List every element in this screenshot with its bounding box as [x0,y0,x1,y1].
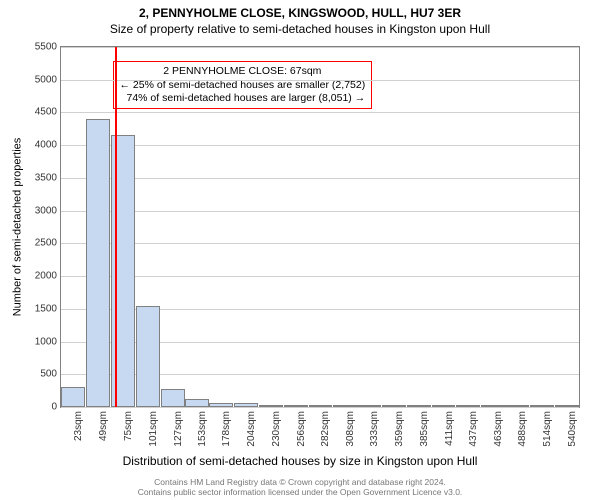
xtick-label: 411sqm [444,411,455,446]
histogram-bar [209,403,233,407]
ytick-label: 1000 [35,336,61,347]
annotation-box: 2 PENNYHOLME CLOSE: 67sqm ← 25% of semi-… [113,61,373,108]
ytick-label: 3000 [35,205,61,216]
xtick-label: 178sqm [221,411,232,447]
gridline [61,407,579,408]
xtick-label: 437sqm [468,411,479,447]
xtick-label: 282sqm [320,411,331,447]
xtick-label: 153sqm [197,411,208,447]
gridline [61,243,579,244]
histogram-bar [481,405,505,407]
chart-container: 2, PENNYHOLME CLOSE, KINGSWOOD, HULL, HU… [0,0,600,500]
xtick-label: 463sqm [493,411,504,447]
gridline [61,276,579,277]
gridline [61,47,579,48]
histogram-bar [505,405,529,407]
annotation-line-3: 74% of semi-detached houses are larger (… [120,92,366,105]
x-axis-label: Distribution of semi-detached houses by … [0,454,600,468]
y-axis-label: Number of semi-detached properties [10,46,24,408]
footer-line-2: Contains public sector information licen… [0,488,600,498]
gridline [61,112,579,113]
xtick-label: 333sqm [369,411,380,447]
xtick-label: 23sqm [73,411,84,441]
ytick-label: 1500 [35,303,61,314]
xtick-label: 256sqm [296,411,307,447]
xtick-label: 540sqm [567,411,578,447]
ytick-label: 0 [51,402,61,413]
histogram-bar [259,405,283,407]
ytick-label: 2500 [35,238,61,249]
histogram-bar [185,399,209,407]
histogram-bar [284,405,308,407]
histogram-bar [161,389,185,407]
gridline [61,178,579,179]
gridline [61,145,579,146]
histogram-bar [333,405,357,407]
histogram-bar [407,405,431,407]
annotation-line-1: 2 PENNYHOLME CLOSE: 67sqm [120,65,366,78]
ytick-label: 2000 [35,271,61,282]
gridline [61,211,579,212]
plot-area: 2 PENNYHOLME CLOSE: 67sqm ← 25% of semi-… [60,46,580,408]
footer-attribution: Contains HM Land Registry data © Crown c… [0,478,600,498]
histogram-bar [456,405,480,407]
xtick-label: 75sqm [123,411,134,441]
marker-line [115,47,117,407]
xtick-label: 127sqm [173,411,184,447]
xtick-label: 49sqm [98,411,109,441]
xtick-label: 359sqm [394,411,405,447]
ytick-label: 5500 [35,42,61,53]
xtick-label: 385sqm [419,411,430,447]
histogram-bar [136,306,160,407]
ytick-label: 3500 [35,172,61,183]
histogram-bar [530,405,554,407]
histogram-bar [432,405,456,407]
xtick-label: 230sqm [271,411,282,447]
histogram-bar [382,405,406,407]
histogram-bar [86,119,110,407]
xtick-label: 488sqm [517,411,528,447]
histogram-bar [555,405,579,407]
ytick-label: 4500 [35,107,61,118]
xtick-label: 308sqm [345,411,356,447]
histogram-bar [357,405,381,407]
histogram-bar [61,387,85,407]
ytick-label: 4000 [35,140,61,151]
chart-title-main: 2, PENNYHOLME CLOSE, KINGSWOOD, HULL, HU… [0,0,600,20]
xtick-label: 204sqm [246,411,257,447]
histogram-bar [309,405,333,407]
xtick-label: 514sqm [542,411,553,447]
ytick-label: 5000 [35,74,61,85]
histogram-bar [234,403,258,407]
xtick-label: 101sqm [148,411,159,447]
chart-title-sub: Size of property relative to semi-detach… [0,20,600,36]
ytick-label: 500 [40,369,61,380]
gridline [61,80,579,81]
